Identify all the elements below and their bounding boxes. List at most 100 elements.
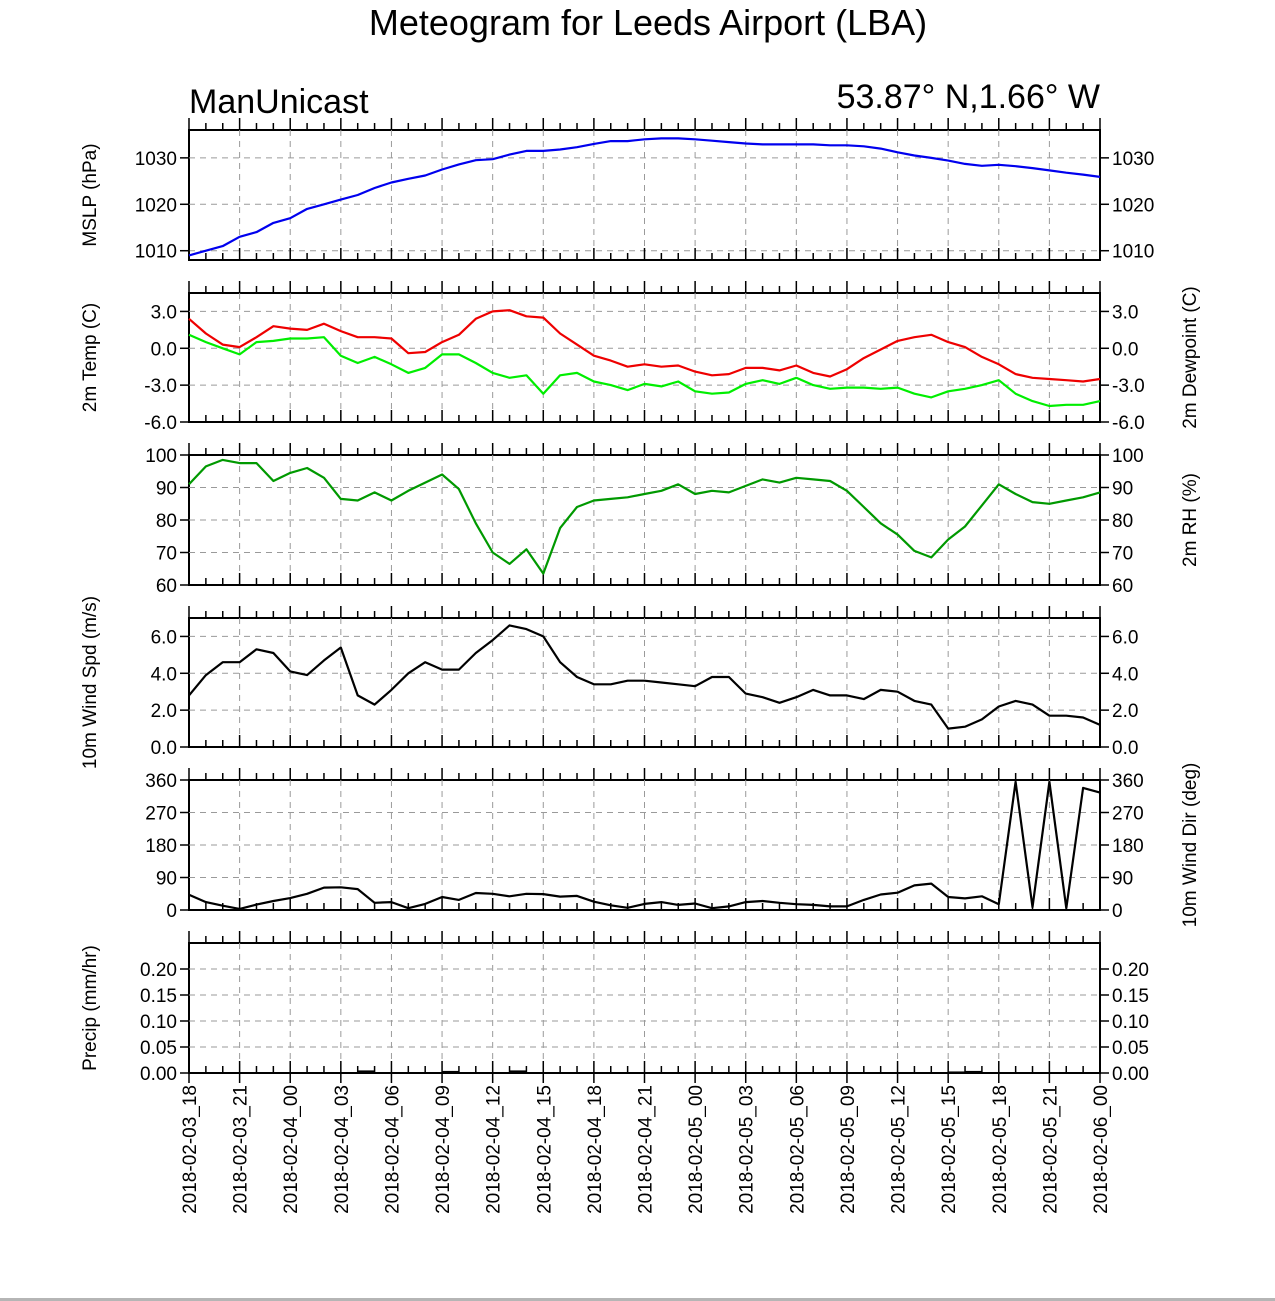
x-tick-label: 2018-02-05_06 (787, 1085, 808, 1214)
y-tick-label-left: -6.0 (144, 413, 177, 434)
bottom-rule (0, 1298, 1275, 1301)
y-tick-label-left: 1020 (135, 195, 177, 216)
x-tick-label: 2018-02-05_00 (686, 1085, 707, 1214)
y-tick-label-right: 180 (1112, 836, 1144, 857)
y-tick-label-right: 1020 (1112, 195, 1154, 216)
y-axis-title-left: 2m Temp (C) (80, 303, 101, 412)
panel-wspd: 0.0 0.0 2.0 2.0 4.0 4.0 6.0 6.0 10m Wind Spd (m/… (80, 596, 1138, 769)
y-tick-label-left: 0.00 (140, 1064, 177, 1085)
y-tick-label-right: 0.0 (1112, 738, 1138, 759)
series-line-temp-1 (188, 333, 1101, 408)
time-axis-labels: 2018-02-03_18 2018-02-03_21 2018-02-04_00 2… (180, 1085, 1112, 1214)
x-tick-label: 2018-02-04_12 (484, 1085, 505, 1214)
y-tick-label-right: 0.20 (1112, 960, 1149, 981)
y-tick-label-right: 0.00 (1112, 1064, 1149, 1085)
y-tick-label-left: 0.20 (140, 960, 177, 981)
y-tick-label-left: 6.0 (151, 627, 177, 648)
y-tick-label-left: 0.10 (140, 1012, 177, 1033)
panel-mslp: 1010 1010 1020 1020 1030 1030 MSLP (hPa) (80, 118, 1154, 263)
y-tick-label-left: 270 (145, 804, 177, 825)
y-tick-label-left: 0.0 (151, 339, 177, 360)
y-tick-label-right: 0.05 (1112, 1038, 1149, 1059)
x-tick-label: 2018-02-04_03 (332, 1085, 353, 1214)
series-line-mslp-0 (188, 137, 1101, 257)
y-axis-title-left: MSLP (hPa) (80, 143, 101, 246)
x-tick-label: 2018-02-04_09 (433, 1085, 454, 1214)
x-tick-label: 2018-02-05_18 (990, 1085, 1011, 1214)
x-tick-label: 2018-02-05_15 (939, 1085, 960, 1214)
x-tick-label: 2018-02-04_21 (636, 1085, 657, 1214)
y-tick-label-right: -3.0 (1112, 376, 1145, 397)
series-line-wspd-0 (188, 624, 1101, 730)
y-tick-label-right: 6.0 (1112, 627, 1138, 648)
y-tick-label-left: 80 (156, 511, 177, 532)
x-tick-label: 2018-02-04_06 (382, 1085, 403, 1214)
precip-bar (442, 1070, 459, 1073)
panel-precip: 0.00 0.00 0.05 0.05 0.10 0.10 0.15 0.15 0.20 0.20… (80, 931, 1149, 1085)
y-tick-label-left: 3.0 (151, 302, 177, 323)
y-tick-label-left: 0.05 (140, 1038, 177, 1059)
y-tick-label-right: 1030 (1112, 149, 1154, 170)
y-tick-label-right: 90 (1112, 479, 1133, 500)
x-tick-label: 2018-02-06_00 (1091, 1085, 1112, 1214)
y-tick-label-left: -3.0 (144, 376, 177, 397)
x-tick-label: 2018-02-03_21 (231, 1085, 252, 1214)
x-tick-label: 2018-02-05_09 (838, 1085, 859, 1214)
y-tick-label-right: 90 (1112, 869, 1133, 890)
y-axis-title-right: 2m RH (%) (1180, 473, 1201, 567)
y-tick-label-left: 2.0 (151, 701, 177, 722)
y-tick-label-left: 60 (156, 576, 177, 597)
y-tick-label-right: 270 (1112, 804, 1144, 825)
y-tick-label-right: 3.0 (1112, 302, 1138, 323)
y-tick-label-left: 100 (145, 446, 177, 467)
y-tick-label-right: -6.0 (1112, 413, 1145, 434)
y-axis-title-left: Precip (mm/hr) (80, 945, 101, 1071)
series-line-temp-0 (188, 309, 1101, 383)
x-tick-label: 2018-02-04_18 (585, 1085, 606, 1214)
precip-bar (509, 1070, 527, 1073)
precip-bar (965, 1070, 982, 1073)
y-tick-label-left: 1010 (135, 242, 177, 263)
y-tick-label-left: 360 (145, 771, 177, 792)
y-tick-label-right: 80 (1112, 511, 1133, 532)
x-tick-label: 2018-02-05_12 (889, 1085, 910, 1214)
series-line-rh-0 (188, 458, 1101, 575)
chart-title: Meteogram for Leeds Airport (LBA) (369, 2, 927, 43)
y-tick-label-left: 4.0 (151, 664, 177, 685)
y-tick-label-left: 0 (166, 901, 177, 922)
y-tick-label-right: 70 (1112, 544, 1133, 565)
y-tick-label-right: 1010 (1112, 242, 1154, 263)
y-tick-label-right: 0.0 (1112, 339, 1138, 360)
y-tick-label-left: 180 (145, 836, 177, 857)
y-tick-label-right: 0.15 (1112, 986, 1149, 1007)
x-tick-label: 2018-02-05_03 (737, 1085, 758, 1214)
y-axis-title-right: 2m Dewpoint (C) (1180, 286, 1201, 429)
x-tick-label: 2018-02-04_15 (534, 1085, 555, 1214)
panel-rh: 60 60 70 70 80 80 90 90 100 100 2m RH (%) (145, 443, 1201, 597)
x-tick-label: 2018-02-05_21 (1040, 1085, 1061, 1214)
y-tick-label-left: 90 (156, 869, 177, 890)
location-coordinates: 53.87° N,1.66° W (837, 78, 1100, 116)
y-tick-label-right: 2.0 (1112, 701, 1138, 722)
panel-frame (188, 292, 1101, 423)
y-tick-label-right: 100 (1112, 446, 1144, 467)
y-tick-label-left: 70 (156, 544, 177, 565)
series-line-wdir-0 (188, 780, 1101, 911)
y-tick-label-left: 1030 (135, 149, 177, 170)
y-axis-title-left: 10m Wind Spd (m/s) (80, 596, 101, 769)
y-axis-title-right: 10m Wind Dir (deg) (1180, 763, 1201, 928)
y-tick-label-right: 0 (1112, 901, 1123, 922)
y-tick-label-right: 4.0 (1112, 664, 1138, 685)
y-tick-label-left: 90 (156, 479, 177, 500)
x-tick-label: 2018-02-03_18 (180, 1085, 201, 1214)
panel-temp: -6.0 -6.0 -3.0 -3.0 0.0 0.0 3.0 3.0 2m Temp (C) 2… (80, 281, 1201, 434)
precip-bar (357, 1070, 375, 1073)
y-tick-label-left: 0.0 (151, 738, 177, 759)
x-tick-label: 2018-02-04_00 (281, 1085, 302, 1214)
y-tick-label-right: 60 (1112, 576, 1133, 597)
y-tick-label-right: 0.10 (1112, 1012, 1149, 1033)
y-tick-label-right: 360 (1112, 771, 1144, 792)
model-name: ManUnicast (189, 83, 369, 121)
